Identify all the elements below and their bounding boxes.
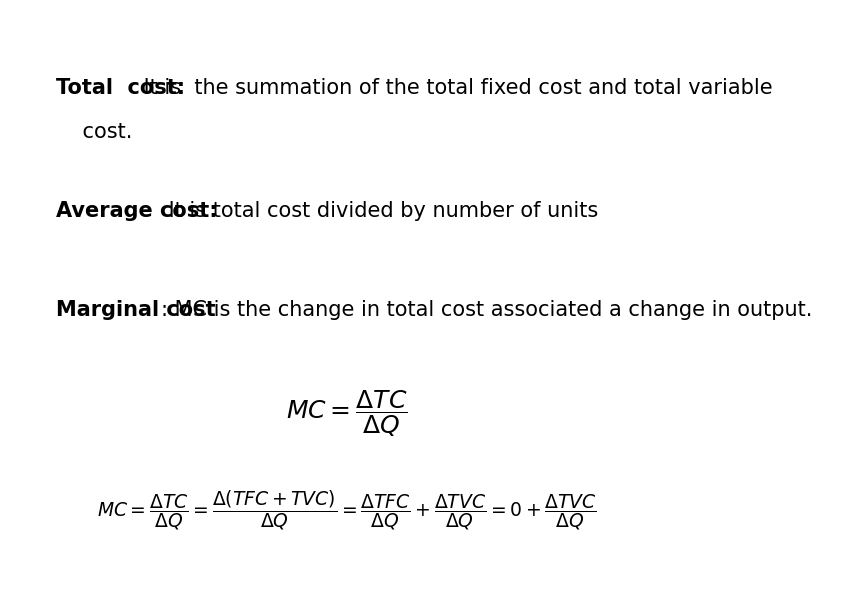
Text: : MC is the change in total cost associated a change in output.: : MC is the change in total cost associa… [161, 300, 812, 321]
Text: Total  cost:: Total cost: [56, 77, 184, 98]
Text: Marginal cost: Marginal cost [56, 300, 216, 321]
Text: $MC = \dfrac{\Delta TC}{\Delta Q} = \dfrac{\Delta (TFC + TVC)}{\Delta Q} = \dfra: $MC = \dfrac{\Delta TC}{\Delta Q} = \dfr… [98, 488, 597, 532]
Text: $MC = \dfrac{\Delta TC}{\Delta Q}$: $MC = \dfrac{\Delta TC}{\Delta Q}$ [286, 389, 408, 439]
Text: It is  the summation of the total fixed cost and total variable: It is the summation of the total fixed c… [136, 77, 772, 98]
Text: Average cost:: Average cost: [56, 201, 217, 221]
Text: It is total cost divided by number of units: It is total cost divided by number of un… [162, 201, 598, 221]
Text: cost.: cost. [56, 121, 132, 142]
